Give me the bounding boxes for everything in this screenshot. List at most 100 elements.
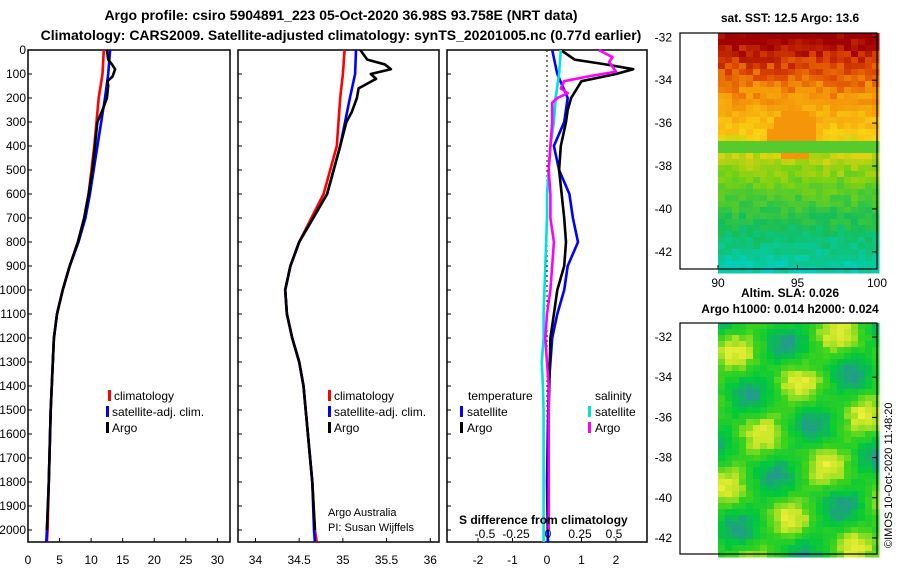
heatmap-cell: [767, 413, 775, 420]
difference-legend: temperature satellite Argo salinity sate…: [459, 389, 636, 541]
heatmap-cell: [725, 129, 733, 136]
heatmap-cell: [872, 353, 880, 360]
heatmap-cell: [781, 165, 789, 172]
heatmap-cell: [830, 111, 838, 118]
heatmap-cell: [837, 455, 845, 462]
x-tick-label: -2: [473, 553, 484, 567]
heatmap-cell: [837, 33, 845, 40]
heatmap-cell: [830, 461, 838, 468]
heatmap-cell: [767, 407, 775, 414]
heatmap-cell: [746, 347, 754, 354]
heatmap-cell: [725, 111, 733, 118]
heatmap-cell: [718, 365, 726, 372]
heatmap-cell: [837, 255, 845, 262]
imos-credit: ©IMOS 10-Oct-2020 11:48:20: [883, 403, 895, 548]
heatmap-cell: [823, 395, 831, 402]
heatmap-cell: [788, 51, 796, 58]
heatmap-cell: [753, 527, 761, 534]
heatmap-cell: [844, 323, 852, 330]
heatmap-cell: [767, 87, 775, 94]
heatmap-cell: [767, 527, 775, 534]
heatmap-cell: [774, 261, 782, 268]
heatmap-cell: [844, 231, 852, 238]
heatmap-cell: [865, 99, 873, 106]
heatmap-cell: [802, 485, 810, 492]
heatmap-cell: [816, 419, 824, 426]
heatmap-cell: [802, 207, 810, 214]
heatmap-cell: [837, 75, 845, 82]
heatmap-cell: [851, 395, 859, 402]
heatmap-cell: [795, 255, 803, 262]
heatmap-cell: [725, 365, 733, 372]
heatmap-cell: [844, 129, 852, 136]
heatmap-cell: [851, 141, 859, 148]
x-tick-label: 10: [84, 553, 98, 567]
heatmap-cell: [816, 473, 824, 480]
heatmap-cell: [774, 183, 782, 190]
heatmap-cell: [774, 413, 782, 420]
heatmap-cell: [746, 243, 754, 250]
heatmap-cell: [851, 533, 859, 540]
heatmap-cell: [739, 171, 747, 178]
heatmap-cell: [851, 219, 859, 226]
heatmap-cell: [725, 449, 733, 456]
heatmap-cell: [851, 377, 859, 384]
heatmap-cell: [837, 521, 845, 528]
heatmap-cell: [718, 249, 726, 256]
heatmap-cell: [725, 165, 733, 172]
heatmap-cell: [872, 177, 880, 184]
heatmap-cell: [795, 407, 803, 414]
heatmap-cell: [844, 171, 852, 178]
heatmap-cell: [858, 189, 866, 196]
heatmap-cell: [802, 51, 810, 58]
heatmap-cell: [795, 335, 803, 342]
heatmap-cell: [872, 147, 880, 154]
sst-map-frame: [679, 32, 878, 270]
heatmap-cell: [830, 141, 838, 148]
heatmap-cell: [816, 69, 824, 76]
heatmap-cell: [802, 533, 810, 540]
heatmap-cell: [837, 419, 845, 426]
heatmap-cell: [844, 99, 852, 106]
heatmap-cell: [837, 347, 845, 354]
heatmap-cell: [802, 425, 810, 432]
heatmap-cell: [739, 93, 747, 100]
heatmap-cell: [865, 437, 873, 444]
heatmap-cell: [718, 449, 726, 456]
heatmap-cell: [872, 455, 880, 462]
heatmap-cell: [760, 237, 768, 244]
heatmap-cell: [788, 123, 796, 130]
heatmap-cell: [865, 335, 873, 342]
heatmap-cell: [739, 323, 747, 330]
heatmap-cell: [767, 165, 775, 172]
heatmap-cell: [837, 51, 845, 58]
heatmap-cell: [830, 75, 838, 82]
heatmap-cell: [837, 213, 845, 220]
heatmap-cell: [746, 255, 754, 262]
heatmap-cell: [809, 123, 817, 130]
heatmap-cell: [823, 425, 831, 432]
heatmap-cell: [767, 389, 775, 396]
heatmap-cell: [718, 395, 726, 402]
heatmap-cell: [865, 377, 873, 384]
heatmap-cell: [872, 195, 880, 202]
heatmap-cell: [837, 39, 845, 46]
y-tick-label: 1700: [0, 451, 26, 465]
heatmap-cell: [718, 341, 726, 348]
heatmap-cell: [760, 461, 768, 468]
heatmap-cell: [781, 147, 789, 154]
heatmap-cell: [781, 359, 789, 366]
heatmap-cell: [830, 443, 838, 450]
heatmap-cell: [802, 395, 810, 402]
heatmap-cell: [746, 63, 754, 70]
heatmap-cell: [739, 419, 747, 426]
heatmap-cell: [781, 255, 789, 262]
heatmap-cell: [795, 365, 803, 372]
heatmap-cell: [844, 467, 852, 474]
heatmap-cell: [746, 365, 754, 372]
difference-plot: -2 -1 0 1 2: [473, 48, 635, 567]
heatmap-cell: [802, 515, 810, 522]
heatmap-cell: [830, 497, 838, 504]
heatmap-cell: [739, 237, 747, 244]
heatmap-cell: [739, 383, 747, 390]
